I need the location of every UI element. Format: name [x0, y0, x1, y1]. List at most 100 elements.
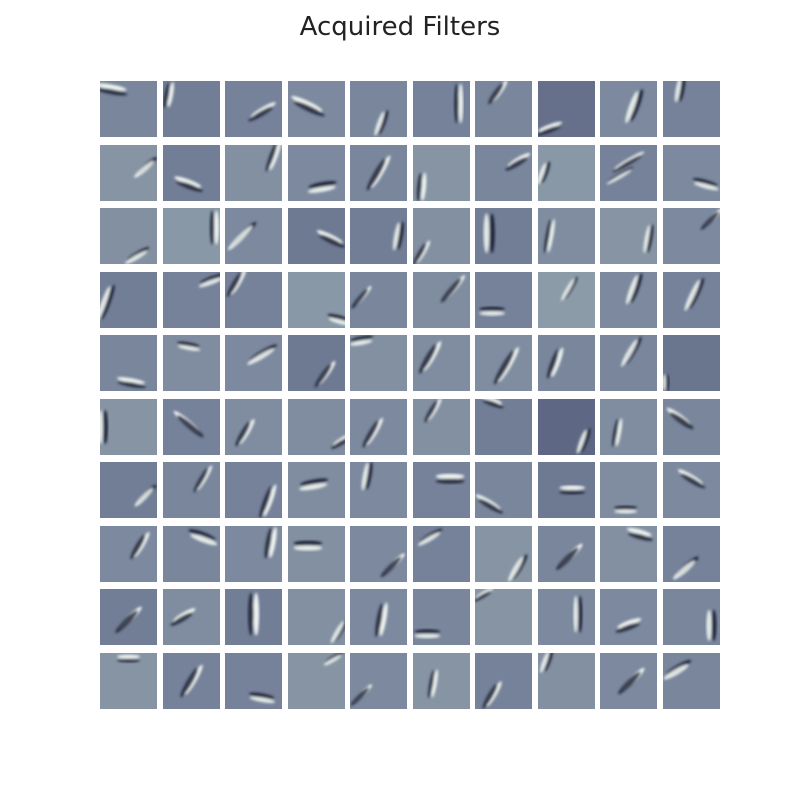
- filter-tile: [100, 589, 157, 645]
- filter-band-secondary: [614, 509, 638, 514]
- filter-band-secondary: [392, 222, 400, 251]
- filter-band-secondary: [546, 349, 559, 379]
- filter-band-primary: [688, 277, 705, 309]
- filter-tile: [350, 335, 407, 391]
- filter-band-secondary: [117, 658, 140, 663]
- filter-band-secondary: [323, 654, 342, 666]
- filter-band-secondary: [259, 485, 272, 518]
- filter-image: [288, 81, 345, 137]
- filter-tile: [288, 399, 345, 455]
- filter-tile: [225, 81, 282, 137]
- filter-tile: [663, 399, 720, 455]
- filter-background: [163, 462, 220, 518]
- filter-image: [100, 208, 157, 264]
- filter-tile: [350, 272, 407, 328]
- filter-tile: [413, 589, 470, 645]
- filter-background: [538, 399, 595, 455]
- filter-band-secondary: [478, 498, 503, 514]
- filter-tile: [538, 462, 595, 518]
- filter-band-secondary: [482, 683, 498, 709]
- filter-band-primary: [630, 89, 644, 122]
- filter-tile: [225, 589, 282, 645]
- filter-band-primary: [538, 121, 563, 132]
- filter-background: [600, 399, 657, 455]
- filter-image: [100, 462, 157, 518]
- filter-tile: [663, 208, 720, 264]
- filter-background: [288, 526, 345, 582]
- filter-tile: [600, 399, 657, 455]
- filter-tile: [225, 399, 282, 455]
- filter-background: [288, 653, 345, 709]
- filter-background: [475, 81, 532, 137]
- filter-tile: [350, 526, 407, 582]
- filter-tile: [413, 272, 470, 328]
- filter-band-primary: [630, 273, 643, 303]
- filter-tile: [163, 145, 220, 201]
- filter-band-secondary: [435, 478, 465, 484]
- filter-band-primary: [327, 313, 345, 322]
- filter-band-primary: [365, 462, 373, 490]
- filter-background: [100, 208, 157, 264]
- filter-image: [163, 145, 220, 201]
- filter-background: [475, 208, 532, 264]
- filter-background: [225, 653, 282, 709]
- filter-tile: [163, 462, 220, 518]
- filter-background: [163, 145, 220, 201]
- filter-band-primary: [188, 529, 216, 541]
- filter-image: [538, 589, 595, 645]
- filter-band-secondary: [180, 667, 199, 698]
- filter-tile: [350, 589, 407, 645]
- filter-background: [475, 399, 532, 455]
- filter-image: [475, 272, 532, 328]
- filter-image: [663, 81, 720, 137]
- filter-band-primary: [544, 653, 554, 672]
- filter-band-secondary: [361, 462, 369, 491]
- filter-band-primary: [174, 176, 202, 188]
- filter-image: [475, 589, 532, 645]
- filter-background: [475, 526, 532, 582]
- filter-background: [538, 462, 595, 518]
- filter-band-primary: [617, 618, 642, 629]
- filter-background: [350, 462, 407, 518]
- filter-band-secondary: [177, 345, 201, 351]
- filter-band-secondary: [669, 412, 694, 430]
- filter-band-secondary: [177, 415, 204, 438]
- filter-band-primary: [350, 335, 374, 342]
- filter-image: [663, 145, 720, 201]
- filter-background: [100, 462, 157, 518]
- filter-tile: [100, 335, 157, 391]
- filter-background: [225, 208, 282, 264]
- filter-tile: [350, 399, 407, 455]
- filter-background: [413, 462, 470, 518]
- filter-tile: [413, 208, 470, 264]
- filter-image: [663, 272, 720, 328]
- filter-image: [288, 208, 345, 264]
- filter-band-secondary: [561, 278, 575, 301]
- filter-band-secondary: [538, 162, 547, 185]
- filter-band-secondary: [374, 111, 385, 136]
- filter-image: [350, 653, 407, 709]
- filter-image: [100, 335, 157, 391]
- filter-image: [413, 653, 470, 709]
- filter-image: [225, 145, 282, 201]
- filter-band-primary: [397, 221, 404, 250]
- filter-band-primary: [615, 418, 623, 447]
- filter-tile: [475, 653, 532, 709]
- filter-band-secondary: [418, 343, 437, 374]
- filter-band-primary: [665, 374, 670, 391]
- filter-image: [100, 589, 157, 645]
- filter-image: [288, 145, 345, 201]
- filter-band-secondary: [440, 278, 462, 303]
- filter-tile: [163, 208, 220, 264]
- filter-background: [600, 335, 657, 391]
- filter-image: [538, 653, 595, 709]
- filter-tile: [600, 335, 657, 391]
- filter-tile: [288, 272, 345, 328]
- filter-band-secondary: [573, 595, 579, 633]
- filter-tile: [475, 526, 532, 582]
- filter-band-secondary: [350, 339, 373, 346]
- filter-band-secondary: [454, 83, 459, 124]
- filter-band-primary: [626, 527, 652, 537]
- filter-image: [600, 272, 657, 328]
- filter-tile: [413, 653, 470, 709]
